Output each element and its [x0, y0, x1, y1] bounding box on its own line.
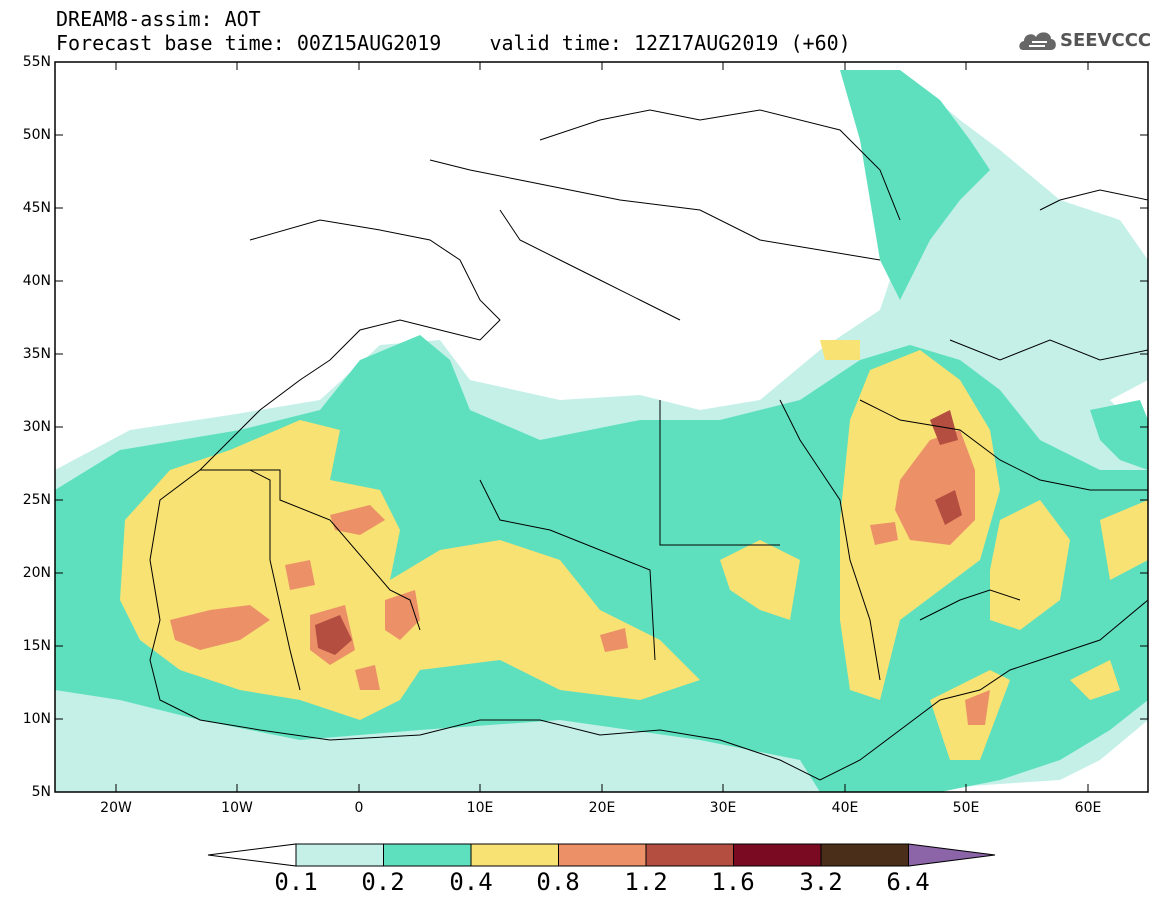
lat-label: 10N — [22, 711, 51, 727]
lon-label: 30E — [709, 800, 737, 816]
map-title: DREAM8-assim: AOT — [56, 7, 261, 31]
lon-label: 10E — [466, 800, 494, 816]
lat-label: 15N — [22, 638, 51, 654]
lat-label: 40N — [22, 273, 51, 289]
aot-1.2-region — [315, 410, 962, 655]
axis-ticks — [55, 61, 1148, 792]
legend-label: 1.2 — [624, 868, 668, 896]
lat-label: 45N — [22, 200, 51, 216]
lat-label: 50N — [22, 127, 51, 143]
legend-label: 1.6 — [711, 868, 755, 896]
legend-label: 0.2 — [361, 868, 405, 896]
lat-label: 35N — [22, 346, 51, 362]
lon-label: 10W — [221, 800, 253, 816]
lon-label: 50E — [952, 800, 980, 816]
lon-label: 0 — [354, 800, 364, 816]
lon-label: 20E — [588, 800, 616, 816]
legend-label: 0.4 — [449, 868, 493, 896]
country-borders — [149, 109, 1148, 781]
cloud-logo-icon — [1019, 32, 1056, 50]
lat-label: 25N — [22, 492, 51, 508]
forecast-time-info: Forecast base time: 00Z15AUG2019 valid t… — [56, 31, 851, 55]
legend-label: 6.4 — [886, 868, 930, 896]
logo-text: SEEVCCC — [1060, 30, 1152, 51]
lon-label: 20W — [100, 800, 132, 816]
legend-label: 0.8 — [536, 868, 580, 896]
legend-label: 0.1 — [274, 868, 318, 896]
legend-label: 3.2 — [799, 868, 843, 896]
lat-label: 5N — [31, 784, 51, 800]
lon-label: 40E — [831, 800, 859, 816]
lat-label: 20N — [22, 565, 51, 581]
lon-label: 60E — [1074, 800, 1102, 816]
lat-label: 55N — [22, 54, 51, 70]
lat-label: 30N — [22, 419, 51, 435]
